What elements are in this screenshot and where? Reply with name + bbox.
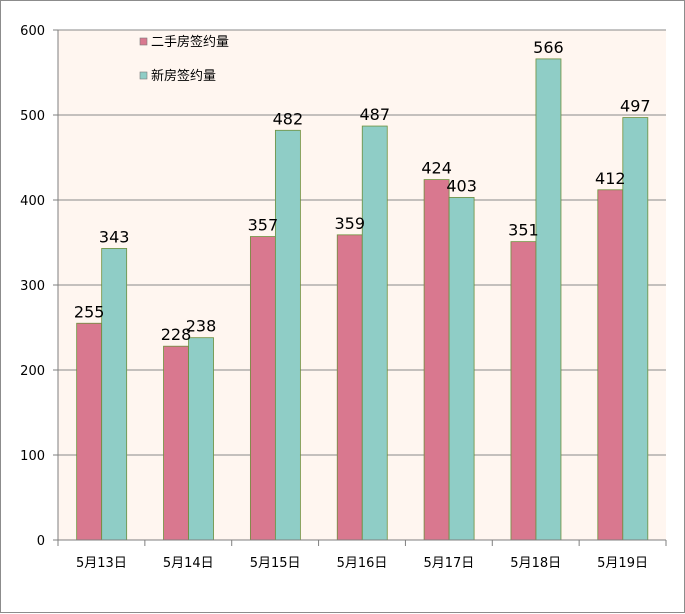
data-label: 351 [508,221,539,240]
bar-second-hand-1 [163,345,189,541]
y-tick-label: 200 [20,364,45,379]
data-label: 497 [620,97,651,116]
bar-second-hand-0 [76,322,103,541]
data-label: 487 [359,105,390,124]
bar-second-hand-4 [423,179,450,541]
legend-label: 新房签约量 [151,68,216,84]
y-tick-label: 300 [20,279,45,294]
x-tick-label: 5月18日 [510,556,561,571]
x-tick-label: 5月19日 [597,556,648,571]
legend-swatch [139,71,148,80]
data-label: 412 [595,169,626,188]
data-label: 424 [421,159,452,178]
bar-second-hand-2 [249,236,276,541]
bar-new-2 [274,129,301,541]
legend-label: 二手房签约量 [151,34,229,50]
bar-new-5 [535,58,562,541]
bar-new-1 [188,337,214,541]
data-label: 228 [161,325,192,344]
x-tick-label: 5月15日 [250,556,301,571]
legend-swatch [139,37,148,46]
bar-new-4 [448,197,475,541]
data-label: 343 [99,227,130,246]
y-tick-label: 600 [20,24,45,39]
x-tick-label: 5月16日 [337,556,388,571]
bar-new-6 [622,117,649,541]
x-tick-label: 5月17日 [423,556,474,571]
data-label: 238 [186,317,217,336]
bar-second-hand-6 [597,189,624,541]
bar-second-hand-5 [510,241,537,541]
data-label: 357 [248,216,279,235]
y-tick-label: 100 [20,449,45,464]
data-label: 566 [533,38,564,57]
bar-second-hand-3 [336,234,363,541]
data-label: 359 [334,214,365,233]
data-label: 482 [273,109,304,128]
x-tick-label: 5月14日 [163,556,214,571]
x-tick-label: 5月13日 [76,556,127,571]
y-tick-label: 400 [20,194,45,209]
y-tick-label: 0 [37,534,45,549]
bar-new-3 [361,125,388,541]
y-tick-label: 500 [20,109,45,124]
data-label: 403 [446,176,477,195]
bar-new-0 [101,248,128,541]
data-label: 255 [74,302,105,321]
